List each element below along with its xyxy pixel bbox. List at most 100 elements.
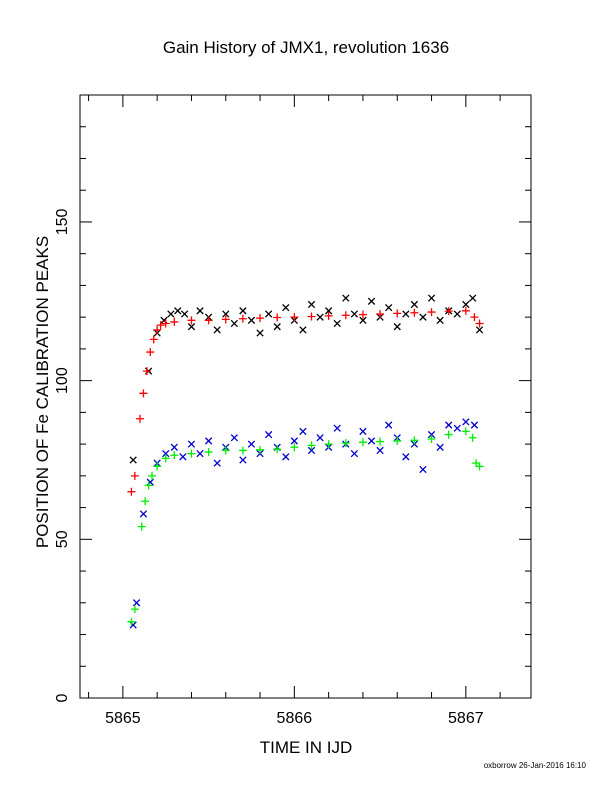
y-tick-label: 50	[54, 530, 71, 548]
data-point-plus	[239, 446, 247, 454]
data-point-plus	[308, 313, 316, 321]
data-point-cross	[445, 422, 451, 428]
data-point-cross	[403, 311, 409, 317]
data-point-cross	[257, 330, 263, 336]
y-tick-label: 150	[54, 209, 71, 236]
data-point-plus	[256, 314, 264, 322]
data-point-cross	[188, 323, 194, 329]
series-4	[127, 427, 483, 625]
series-2	[127, 307, 483, 496]
data-point-plus	[205, 448, 213, 456]
data-point-cross	[300, 327, 306, 333]
data-point-plus	[153, 462, 161, 470]
data-point-plus	[141, 497, 149, 505]
data-point-cross	[214, 460, 220, 466]
x-axis-label: TIME IN IJD	[260, 738, 353, 757]
data-point-plus	[205, 316, 213, 324]
data-point-cross	[403, 454, 409, 460]
footer-stamp: oxborrow 26-Jan-2016 16:10	[484, 761, 587, 770]
data-point-plus	[139, 389, 147, 397]
data-point-cross	[420, 466, 426, 472]
data-point-plus	[469, 434, 477, 442]
data-point-plus	[462, 427, 470, 435]
data-point-cross	[300, 428, 306, 434]
data-point-cross	[133, 600, 139, 606]
x-tick-label: 5865	[105, 710, 141, 727]
data-point-cross	[368, 298, 374, 304]
data-point-cross	[385, 422, 391, 428]
data-point-cross	[463, 301, 469, 307]
data-point-plus	[342, 311, 350, 319]
data-point-cross	[334, 425, 340, 431]
data-point-plus	[410, 309, 418, 317]
data-point-cross	[291, 438, 297, 444]
data-point-plus	[150, 335, 158, 343]
chart-title: Gain History of JMX1, revolution 1636	[163, 38, 449, 57]
data-point-plus	[393, 309, 401, 317]
data-point-cross	[248, 317, 254, 323]
data-point-cross	[334, 320, 340, 326]
data-point-cross	[240, 308, 246, 314]
series-3	[130, 419, 478, 629]
data-point-plus	[239, 315, 247, 323]
data-point-cross	[265, 311, 271, 317]
data-point-cross	[437, 317, 443, 323]
data-point-plus	[342, 439, 350, 447]
data-point-plus	[146, 348, 154, 356]
data-point-cross	[265, 431, 271, 437]
data-point-cross	[343, 295, 349, 301]
data-point-cross	[197, 450, 203, 456]
data-point-plus	[170, 451, 178, 459]
data-point-cross	[171, 444, 177, 450]
data-point-plus	[325, 440, 333, 448]
data-point-cross	[469, 295, 475, 301]
data-point-cross	[437, 444, 443, 450]
x-tick-label: 5867	[448, 710, 484, 727]
data-point-cross	[181, 311, 187, 317]
data-point-cross	[351, 450, 357, 456]
data-point-plus	[445, 431, 453, 439]
data-point-cross	[175, 308, 181, 314]
data-point-plus	[131, 472, 139, 480]
data-point-plus	[376, 438, 384, 446]
data-point-cross	[317, 435, 323, 441]
data-point-plus	[273, 313, 281, 321]
data-point-plus	[359, 438, 367, 446]
data-point-plus	[127, 488, 135, 496]
data-point-cross	[248, 441, 254, 447]
data-point-plus	[428, 308, 436, 316]
data-point-plus	[376, 310, 384, 318]
data-point-cross	[188, 441, 194, 447]
data-point-plus	[256, 446, 264, 454]
data-point-cross	[283, 304, 289, 310]
data-point-cross	[214, 327, 220, 333]
data-point-cross	[411, 301, 417, 307]
data-point-plus	[428, 435, 436, 443]
data-point-plus	[222, 446, 230, 454]
data-point-cross	[197, 308, 203, 314]
data-points	[127, 295, 483, 628]
data-point-cross	[231, 320, 237, 326]
data-point-cross	[274, 323, 280, 329]
data-point-plus	[273, 445, 281, 453]
data-point-plus	[410, 436, 418, 444]
data-point-cross	[454, 311, 460, 317]
data-point-cross	[385, 304, 391, 310]
data-point-cross	[368, 438, 374, 444]
data-point-cross	[420, 314, 426, 320]
data-point-cross	[428, 295, 434, 301]
data-point-cross	[308, 301, 314, 307]
data-point-plus	[393, 437, 401, 445]
data-point-plus	[136, 415, 144, 423]
data-point-cross	[476, 327, 482, 333]
axis-tick-labels: 5865 5866 5867 0 50 100 150	[54, 209, 484, 727]
y-tick-label: 0	[54, 693, 71, 702]
x-tick-label: 5866	[277, 710, 313, 727]
data-point-plus	[170, 318, 178, 326]
y-axis-label: POSITION OF Fe CALIBRATION PEAKS	[33, 236, 52, 548]
data-point-cross	[394, 323, 400, 329]
data-point-cross	[180, 454, 186, 460]
y-tick-label: 100	[54, 367, 71, 394]
data-point-cross	[130, 457, 136, 463]
data-point-plus	[187, 450, 195, 458]
